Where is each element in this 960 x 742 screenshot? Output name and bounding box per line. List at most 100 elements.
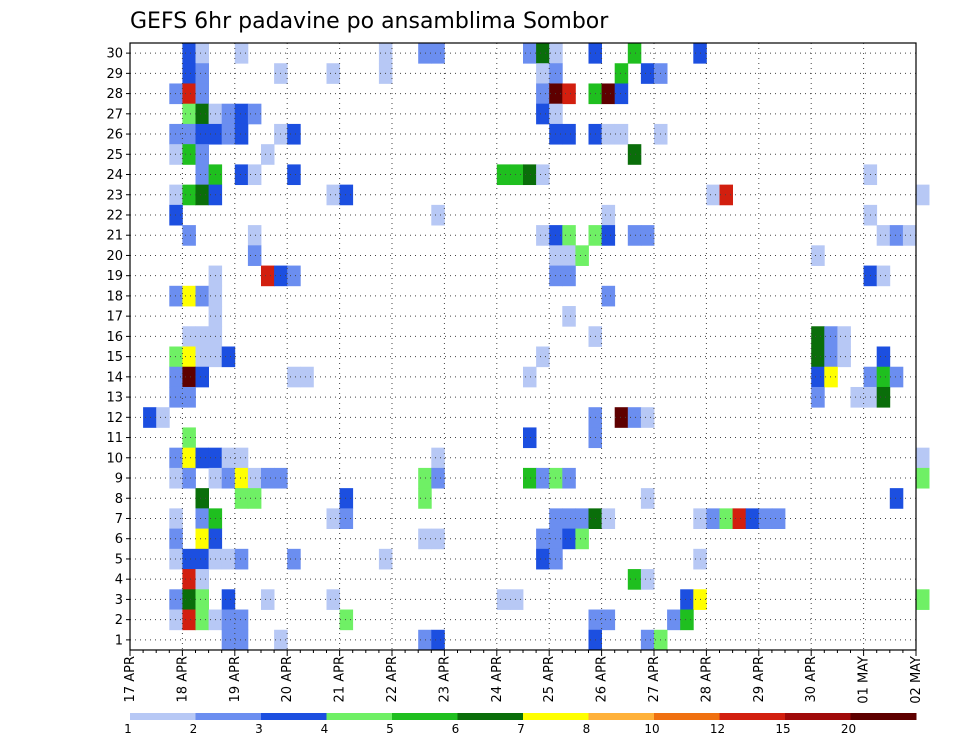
heatmap-cell [156,407,170,428]
heatmap-cell [169,204,183,226]
heatmap-cell [418,43,432,64]
heatmap-cell [575,528,589,550]
heatmap-cell [667,609,681,631]
colorbar-label: 10 [644,722,659,736]
heatmap-cell [876,386,891,408]
heatmap-cell [601,285,616,307]
heatmap-cell [221,346,236,368]
heatmap-cells [143,43,930,651]
heatmap-cell [431,204,445,226]
heatmap-cell [601,609,616,631]
heatmap-cell [221,589,236,610]
heatmap-cell [614,407,629,428]
y-tick-label: 23 [106,188,123,203]
y-tick-label: 17 [106,310,123,325]
y-tick-label: 5 [115,552,123,567]
heatmap-cell [195,528,209,550]
heatmap-cell [536,548,550,570]
heatmap-cell [182,548,196,570]
heatmap-cell [562,123,576,145]
heatmap-cell [326,63,340,84]
x-tick-label: 25 APR [542,656,557,702]
heatmap-cell [536,225,550,246]
heatmap-cell [640,488,655,509]
heatmap-cell [431,43,445,64]
heatmap-cell [837,326,851,347]
heatmap-cell [562,83,576,105]
chart-title: GEFS 6hr padavine po ansamblima Sombor [130,9,609,34]
colorbar-label: 20 [841,722,856,736]
x-tick-label: 21 APR [333,656,348,702]
heatmap-cell [536,63,550,84]
heatmap-cell [575,508,589,529]
colorbar-swatch [523,713,589,720]
y-tick-label: 9 [115,472,123,487]
heatmap-cell [234,103,249,125]
heatmap-cell [182,144,196,165]
x-tick-label: 27 APR [647,656,662,702]
heatmap-cell [169,346,183,368]
heatmap-cell [326,589,340,610]
heatmap-cell [261,589,275,610]
colorbar-swatch [719,713,786,720]
heatmap-cell [916,447,930,469]
heatmap-cell [195,346,209,368]
heatmap-cell [536,164,550,186]
heatmap-cell [195,569,209,590]
heatmap-cell [575,245,589,266]
heatmap-cell [195,43,209,64]
x-tick-label: 20 APR [280,656,295,702]
heatmap-cell [182,386,196,408]
x-tick-label: 18 APR [175,656,190,702]
x-tick-label: 24 APR [490,656,505,702]
heatmap-cell [247,245,262,266]
heatmap-cell [680,609,694,631]
heatmap-cell [234,43,249,64]
heatmap-cell [614,123,629,145]
heatmap-cell [627,43,642,64]
heatmap-cell [195,164,209,186]
heatmap-cell [261,144,275,165]
y-tick-label: 26 [106,128,123,143]
y-tick-label: 2 [115,613,123,628]
heatmap-cell [169,548,183,570]
heatmap-cell [811,245,825,266]
heatmap-cell [916,589,930,610]
heatmap-cell [601,83,616,105]
colorbar: 1 2 3 4 5 6 7 8 10 12 15 20 [124,713,917,736]
heatmap-cell [182,326,196,347]
x-tick-label: 23 APR [437,656,452,702]
heatmap-cell [169,467,183,489]
heatmap-cell [234,467,249,489]
heatmap-cell [824,326,838,347]
heatmap-cell [824,366,838,388]
heatmap-cell [562,467,576,489]
colorbar-swatch [261,713,327,720]
heatmap-cell [261,467,275,489]
y-tick-label: 11 [106,431,123,446]
heatmap-cell [614,83,629,105]
heatmap-cell [195,609,209,631]
heatmap-cell [876,225,891,246]
heatmap-cell [234,609,249,631]
heatmap-cell [889,488,904,509]
heatmap-cell [287,265,301,287]
y-tick-label: 16 [106,330,123,345]
heatmap-cell [247,467,262,489]
heatmap-cell [182,83,196,105]
heatmap-cell [811,326,825,347]
heatmap-cell [562,306,576,327]
colorbar-swatch [195,713,262,720]
heatmap-cell [876,265,891,287]
x-tick-label: 22 APR [385,656,400,702]
heatmap-cell [418,629,432,651]
heatmap-cell [182,184,196,206]
heatmap-cell [431,467,445,489]
heatmap-cell [536,467,550,489]
heatmap-cell [889,366,904,388]
heatmap-cell [234,548,249,570]
heatmap-cell [837,346,851,368]
y-tick-label: 29 [106,67,123,82]
heatmap-cell [339,488,354,509]
heatmap-cell [536,43,550,64]
